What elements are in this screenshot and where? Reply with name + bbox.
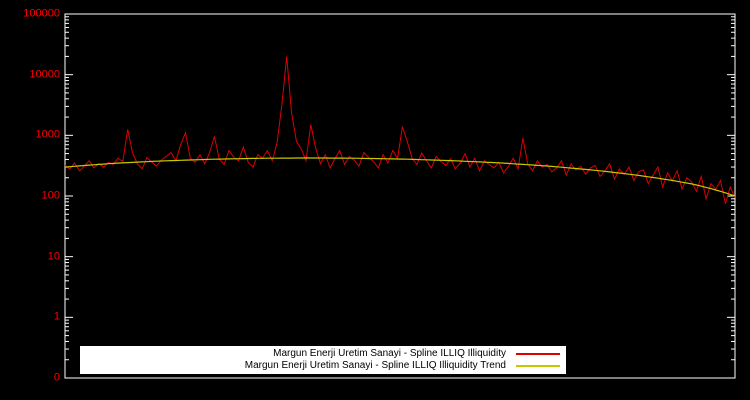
legend: Margun Enerji Uretim Sanayi - Spline ILL…	[80, 346, 566, 374]
y-axis-tick-label: 10000	[29, 68, 60, 81]
legend-line-sample-red	[516, 353, 560, 355]
y-axis-tick-label: 100000	[23, 7, 60, 20]
legend-entry-illiquidity: Margun Enerji Uretim Sanayi - Spline ILL…	[86, 348, 560, 360]
legend-entry-trend: Margun Enerji Uretim Sanayi - Spline ILL…	[86, 360, 560, 372]
y-axis-tick-label: 10	[47, 250, 60, 263]
y-axis-tick-label: 1	[53, 310, 60, 323]
y-axis-tick-label: 100	[41, 189, 60, 202]
legend-line-sample-yellow	[516, 365, 560, 367]
legend-label: Margun Enerji Uretim Sanayi - Spline ILL…	[244, 360, 506, 371]
y-axis-tick-label: 1000	[35, 128, 60, 141]
legend-label: Margun Enerji Uretim Sanayi - Spline ILL…	[273, 348, 506, 359]
y-axis-tick-label: 0	[53, 371, 60, 384]
